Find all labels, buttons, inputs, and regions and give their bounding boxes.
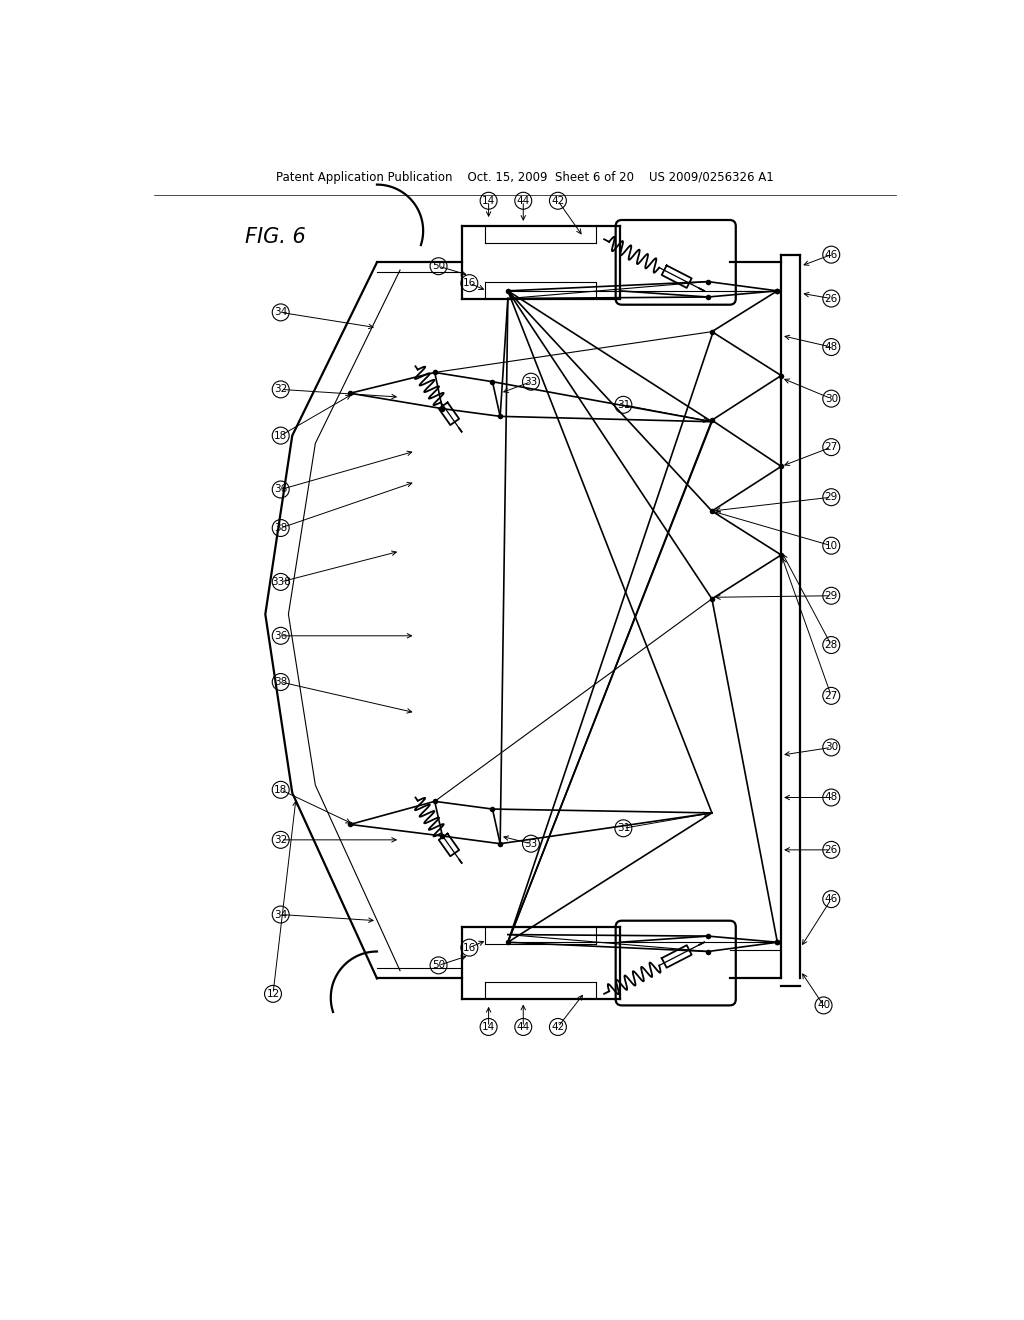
Text: 30: 30 [824, 742, 838, 752]
Text: 50: 50 [432, 961, 445, 970]
Text: 10: 10 [824, 541, 838, 550]
Text: 42: 42 [551, 1022, 564, 1032]
Text: Patent Application Publication    Oct. 15, 2009  Sheet 6 of 20    US 2009/025632: Patent Application Publication Oct. 15, … [275, 172, 774, 185]
Text: 29: 29 [824, 591, 838, 601]
Text: 36: 36 [274, 631, 288, 640]
Text: 30: 30 [824, 393, 838, 404]
Text: FIG. 6: FIG. 6 [245, 227, 305, 247]
Text: 34: 34 [274, 308, 288, 317]
Text: 29: 29 [824, 492, 838, 502]
Text: 48: 48 [824, 792, 838, 803]
Text: 31: 31 [616, 400, 630, 409]
Text: 28: 28 [824, 640, 838, 649]
Text: 14: 14 [482, 195, 496, 206]
Text: 48: 48 [824, 342, 838, 352]
Text: 16: 16 [463, 942, 476, 953]
Text: 26: 26 [824, 293, 838, 304]
Text: 46: 46 [824, 249, 838, 260]
Text: 44: 44 [517, 1022, 529, 1032]
Text: 50: 50 [432, 261, 445, 271]
Text: 33: 33 [524, 838, 538, 849]
Text: 27: 27 [824, 442, 838, 453]
Text: 38: 38 [274, 677, 288, 686]
Text: 27: 27 [824, 690, 838, 701]
Text: 44: 44 [517, 195, 529, 206]
Text: 36: 36 [274, 484, 288, 495]
Text: 18: 18 [274, 785, 288, 795]
Text: 38: 38 [274, 523, 288, 533]
Text: 338: 338 [270, 577, 291, 587]
Text: 26: 26 [824, 845, 838, 855]
Text: 32: 32 [274, 384, 288, 395]
Text: 33: 33 [524, 376, 538, 387]
Text: 32: 32 [274, 834, 288, 845]
Text: 12: 12 [266, 989, 280, 999]
Text: 31: 31 [616, 824, 630, 833]
Text: 42: 42 [551, 195, 564, 206]
Text: 40: 40 [817, 1001, 830, 1010]
Text: 14: 14 [482, 1022, 496, 1032]
Text: 18: 18 [274, 430, 288, 441]
Text: 34: 34 [274, 909, 288, 920]
Text: 16: 16 [463, 279, 476, 288]
Text: 46: 46 [824, 894, 838, 904]
